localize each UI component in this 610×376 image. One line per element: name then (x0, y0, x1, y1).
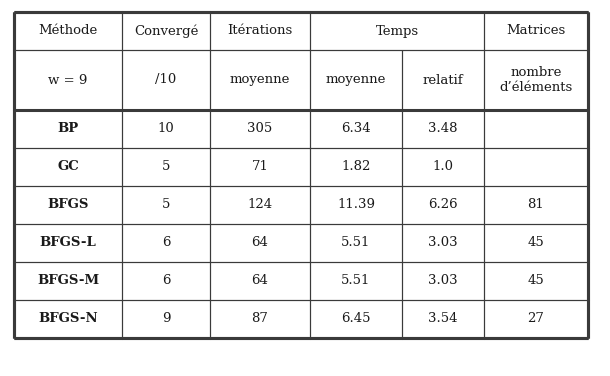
Text: 5.51: 5.51 (342, 237, 371, 250)
Text: moyenne: moyenne (326, 73, 386, 86)
Text: BFGS-L: BFGS-L (40, 237, 96, 250)
Text: 9: 9 (162, 312, 170, 326)
Text: nombre
d’éléments: nombre d’éléments (500, 66, 573, 94)
Text: 10: 10 (157, 123, 174, 135)
Text: 3.03: 3.03 (428, 237, 458, 250)
Text: 81: 81 (528, 199, 544, 211)
Text: 3.03: 3.03 (428, 274, 458, 288)
Text: 1.82: 1.82 (342, 161, 371, 173)
Text: 6: 6 (162, 274, 170, 288)
Text: BP: BP (57, 123, 79, 135)
Text: 1.0: 1.0 (432, 161, 453, 173)
Text: relatif: relatif (423, 73, 464, 86)
Text: 5: 5 (162, 161, 170, 173)
Text: Méthode: Méthode (38, 24, 98, 38)
Text: 305: 305 (248, 123, 273, 135)
Text: 64: 64 (251, 274, 268, 288)
Text: 64: 64 (251, 237, 268, 250)
Text: moyenne: moyenne (230, 73, 290, 86)
Text: 3.48: 3.48 (428, 123, 458, 135)
Text: GC: GC (57, 161, 79, 173)
Text: 6.26: 6.26 (428, 199, 458, 211)
Text: Temps: Temps (375, 24, 418, 38)
Text: 3.54: 3.54 (428, 312, 458, 326)
Text: 45: 45 (528, 274, 544, 288)
Text: Convergé: Convergé (134, 24, 198, 38)
Text: BFGS-M: BFGS-M (37, 274, 99, 288)
Text: 11.39: 11.39 (337, 199, 375, 211)
Text: Matrices: Matrices (506, 24, 565, 38)
Text: 124: 124 (248, 199, 273, 211)
Text: BFGS: BFGS (48, 199, 88, 211)
Text: 5.51: 5.51 (342, 274, 371, 288)
Text: BFGS-N: BFGS-N (38, 312, 98, 326)
Text: 45: 45 (528, 237, 544, 250)
Text: 27: 27 (528, 312, 545, 326)
Text: /10: /10 (156, 73, 177, 86)
Text: 71: 71 (251, 161, 268, 173)
Text: 6: 6 (162, 237, 170, 250)
Text: 87: 87 (251, 312, 268, 326)
Text: 5: 5 (162, 199, 170, 211)
Text: Itérations: Itérations (228, 24, 293, 38)
Text: 6.34: 6.34 (341, 123, 371, 135)
Text: 6.45: 6.45 (341, 312, 371, 326)
Text: w = 9: w = 9 (48, 73, 88, 86)
